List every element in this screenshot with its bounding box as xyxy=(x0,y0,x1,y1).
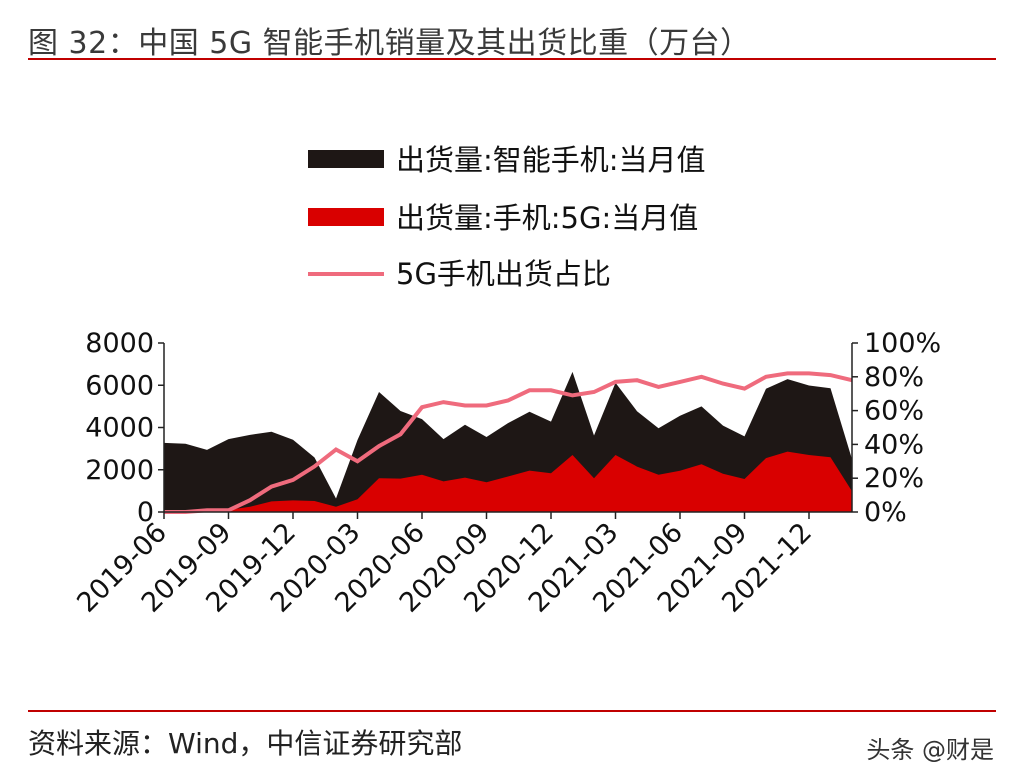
legend-label-share: 5G手机出货占比 xyxy=(396,257,611,291)
right-tick-label: 60% xyxy=(864,396,924,427)
right-tick-label: 80% xyxy=(864,362,924,393)
watermark: 头条 @财是 xyxy=(866,736,994,764)
chart: 出货量:智能手机:当月值 出货量:手机:5G:当月值 5G手机出货占比 0 200… xyxy=(71,143,941,619)
title-divider xyxy=(28,58,996,60)
right-tick-label: 100% xyxy=(864,328,941,359)
left-tick-label: 0 xyxy=(137,497,154,528)
x-axis-ticks: 2019-062019-092019-122020-032020-062020-… xyxy=(71,512,818,619)
legend: 出货量:智能手机:当月值 出货量:手机:5G:当月值 5G手机出货占比 xyxy=(308,143,706,291)
left-tick-label: 8000 xyxy=(85,328,154,359)
source-note: 资料来源：Wind，中信证券研究部 xyxy=(28,727,463,760)
page-title: 图 32：中国 5G 智能手机销量及其出货比重（万台） xyxy=(28,26,751,61)
left-tick-label: 6000 xyxy=(85,370,154,401)
line-5g-share xyxy=(164,371,853,514)
footer-divider xyxy=(28,710,996,712)
legend-label-total: 出货量:智能手机:当月值 xyxy=(396,143,706,177)
right-tick-label: 40% xyxy=(864,429,924,460)
left-tick-label: 2000 xyxy=(85,455,154,486)
area-5g-shipments xyxy=(164,451,852,512)
right-axis-ticks: 0%20%40%60%80%100% xyxy=(852,328,941,528)
legend-label-5g: 出货量:手机:5G:当月值 xyxy=(396,201,698,235)
right-tick-label: 20% xyxy=(864,463,924,494)
left-axis-ticks: 0 2000 4000 6000 8000 xyxy=(85,328,164,528)
legend-swatch-5g xyxy=(308,208,384,226)
left-tick-label: 4000 xyxy=(85,413,154,444)
right-tick-label: 0% xyxy=(864,497,907,528)
legend-swatch-total xyxy=(308,150,384,168)
